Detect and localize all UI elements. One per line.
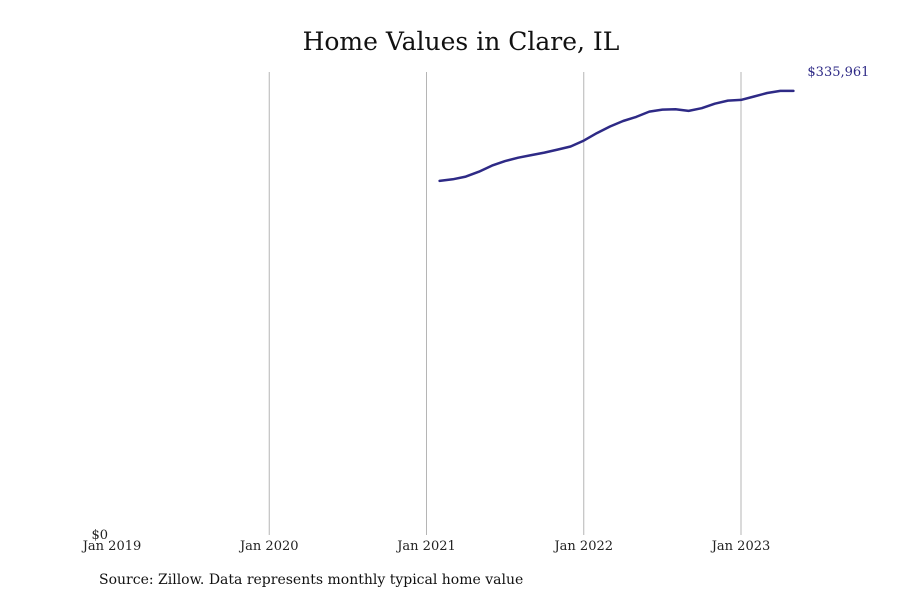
y-tick-label: $0 [91,528,108,543]
axis-ticks: Jan 2019 Jan 2020 Jan 2021 Jan 2022 Jan 2023… [81,528,771,554]
end-value-label: $335,961 [807,65,869,80]
source-note: Source: Zillow. Data represents monthly … [99,572,524,588]
gridlines [268,72,742,535]
x-tick-label: Jan 2019 [81,539,142,554]
series-line-0 [438,89,795,183]
x-tick-label: Jan 2023 [710,539,771,554]
series-layer: $335,961 [438,65,869,183]
x-tick-label: Jan 2020 [238,539,299,554]
chart-title: Home Values in Clare, IL [302,27,620,56]
x-tick-label: Jan 2021 [395,539,456,554]
x-tick-label: Jan 2022 [552,539,613,554]
